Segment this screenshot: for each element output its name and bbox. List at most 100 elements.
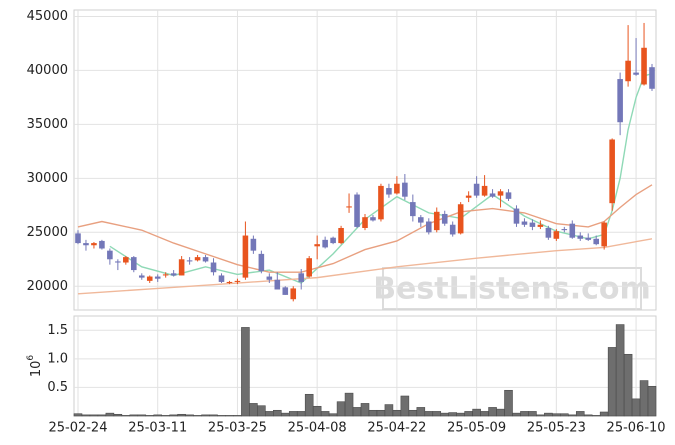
candle-body xyxy=(609,139,615,204)
watermark: BestListens.com xyxy=(373,272,651,307)
candle-body xyxy=(370,217,376,221)
volume-bar xyxy=(408,409,418,417)
candle-body xyxy=(641,47,647,85)
volume-bar xyxy=(647,385,657,417)
volume-bar xyxy=(129,414,139,417)
volume-bar xyxy=(177,413,186,417)
x-tick-label: 25-02-24 xyxy=(48,421,107,436)
volume-bar xyxy=(536,414,545,417)
candle-body xyxy=(505,192,512,199)
candle-body xyxy=(569,223,576,238)
candle-body xyxy=(473,183,480,196)
volume-bar xyxy=(296,411,306,417)
volume-bar xyxy=(368,409,378,417)
candle-body xyxy=(617,79,623,123)
candle-body xyxy=(202,257,209,262)
candle-body xyxy=(362,217,368,228)
volume-bar xyxy=(432,411,442,417)
candle-body xyxy=(282,287,289,295)
candle-body xyxy=(242,235,249,278)
volume-bar xyxy=(344,392,354,417)
volume-bar xyxy=(193,415,202,417)
candle-body xyxy=(322,239,328,248)
candle-body xyxy=(545,227,552,238)
volume-bar xyxy=(312,405,322,417)
candle-body xyxy=(306,258,312,277)
volume-bar xyxy=(137,414,147,417)
x-tick-label: 25-05-23 xyxy=(527,421,586,436)
candle-body xyxy=(218,275,225,282)
volume-bar xyxy=(575,411,585,417)
candle-body xyxy=(234,280,241,282)
candle-body xyxy=(250,238,257,251)
y-tick-label: 30000 xyxy=(27,171,68,186)
volume-bar xyxy=(225,415,234,417)
volume-bar xyxy=(201,414,210,417)
x-tick-label: 25-03-11 xyxy=(128,421,187,436)
y-tick-label: 25000 xyxy=(27,225,68,240)
volume-bar xyxy=(328,413,338,417)
volume-bar xyxy=(456,412,465,417)
volume-bar xyxy=(560,413,569,417)
candle-body xyxy=(489,193,496,197)
volume-bar xyxy=(623,353,633,417)
volume-bar xyxy=(599,411,609,417)
candle-body xyxy=(154,276,161,279)
volume-bar xyxy=(145,415,155,417)
candle-body xyxy=(561,229,568,231)
volume-bar xyxy=(265,411,274,417)
candle-body xyxy=(354,194,360,227)
offset-exponent: 6 xyxy=(26,355,36,361)
volume-bar xyxy=(233,415,242,417)
volume-bar xyxy=(472,408,481,417)
candle-body xyxy=(465,195,472,198)
candle-body xyxy=(649,67,655,89)
volume-bar xyxy=(384,404,394,417)
volume-bar xyxy=(496,408,505,417)
candle-body xyxy=(481,185,488,196)
volume-bar xyxy=(504,389,513,417)
candle-body xyxy=(625,60,631,82)
volume-bar xyxy=(448,412,457,417)
candle-body xyxy=(75,233,81,244)
candle-body xyxy=(601,222,607,247)
candle-body xyxy=(194,257,201,261)
candle-body xyxy=(226,281,233,284)
y-tick-label: 20000 xyxy=(27,279,68,294)
candle-body xyxy=(99,240,105,249)
volume-bar xyxy=(89,414,99,417)
volume-bar xyxy=(273,409,282,417)
candle-body xyxy=(210,262,217,273)
candle-body xyxy=(633,72,639,75)
candle-body xyxy=(131,257,137,271)
volume-bar xyxy=(336,401,346,417)
candle-body xyxy=(91,243,97,246)
x-tick-label: 25-04-08 xyxy=(288,421,347,436)
candle-body xyxy=(410,202,416,217)
candle-body xyxy=(146,276,153,281)
candle-body xyxy=(115,261,121,263)
candle-body xyxy=(577,235,584,239)
candle-body xyxy=(513,208,520,224)
volume-bar xyxy=(257,405,266,417)
volume-bar xyxy=(105,412,115,417)
volume-bar xyxy=(376,409,386,417)
candle-body xyxy=(593,238,599,245)
candle-body xyxy=(107,250,113,260)
volume-bar xyxy=(249,403,258,417)
volume-bar xyxy=(81,414,91,417)
candle-body xyxy=(314,244,320,247)
volume-bar xyxy=(392,409,402,417)
moving-average-line xyxy=(77,184,653,273)
volume-bar xyxy=(607,347,617,417)
candle-body xyxy=(170,273,177,276)
offset-base: 10 xyxy=(29,361,44,378)
candle-body xyxy=(290,288,297,300)
candle-body xyxy=(338,227,344,244)
candle-body xyxy=(330,237,336,244)
volume-bar xyxy=(568,414,577,417)
volume-bar xyxy=(400,395,410,417)
volume-bar xyxy=(97,414,107,417)
candle-body xyxy=(529,222,536,227)
volume-bar xyxy=(113,413,123,417)
